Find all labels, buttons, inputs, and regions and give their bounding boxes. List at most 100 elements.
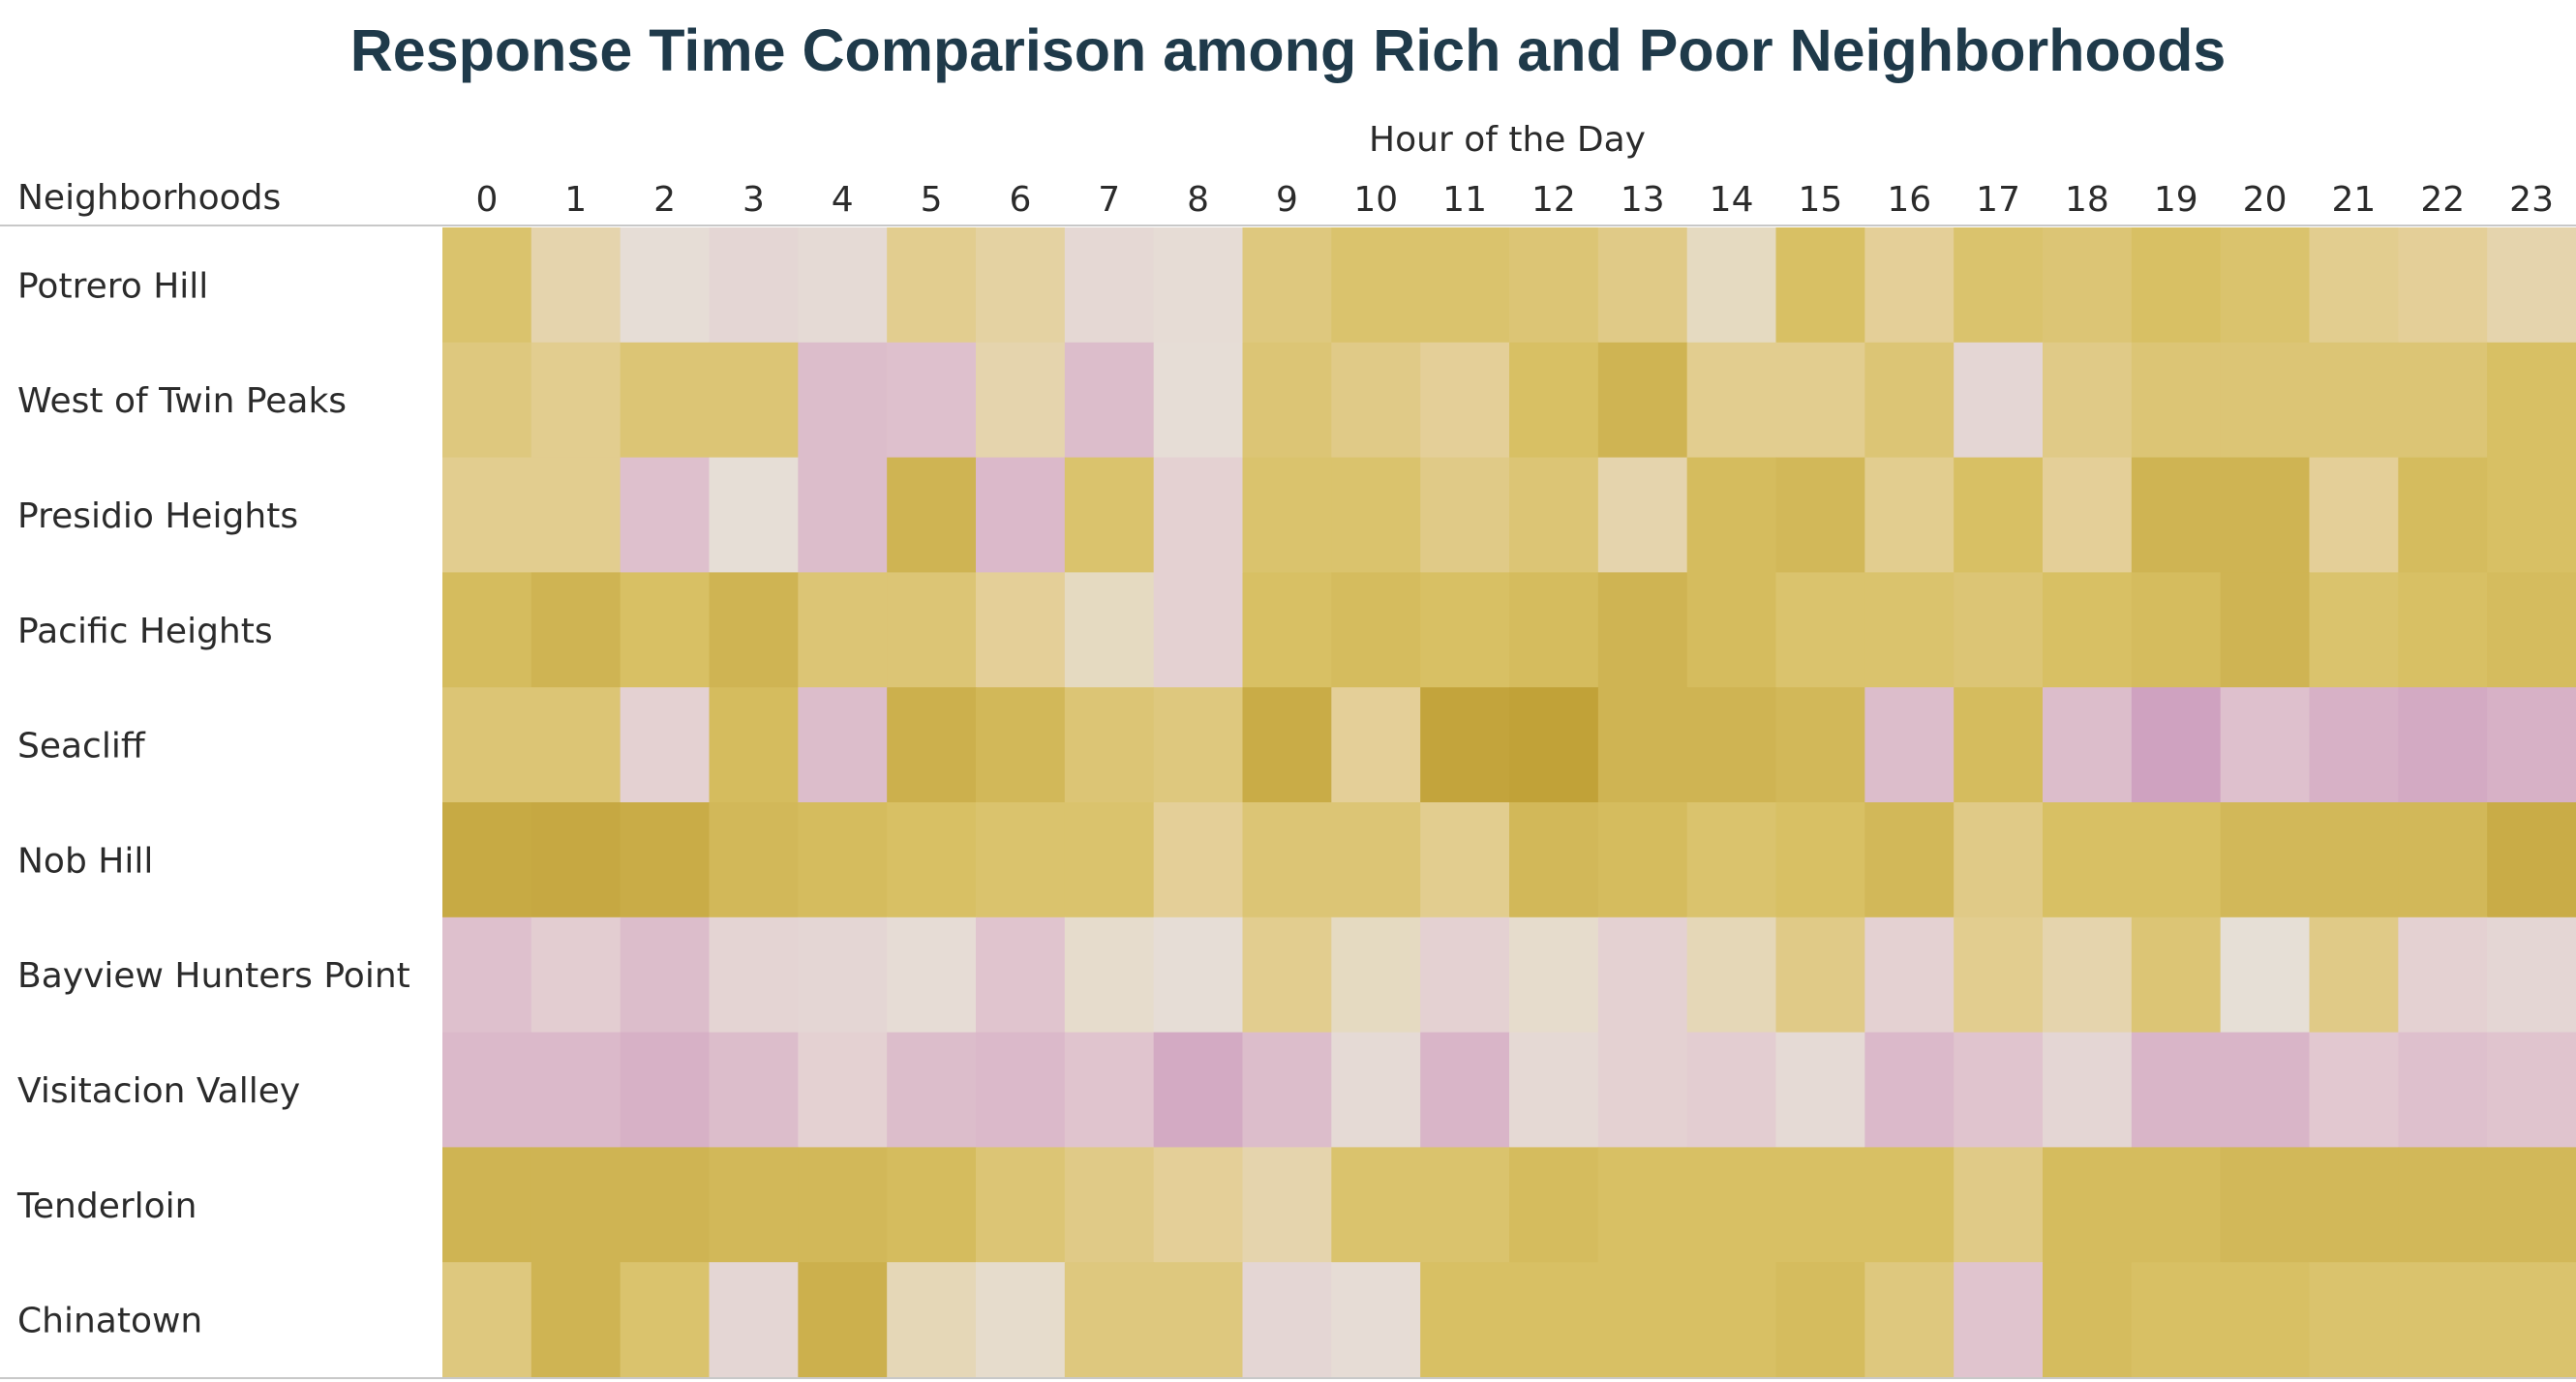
heatmap-cell[interactable]: Visitacion Valley, hour 6: -0.45 <box>976 1032 1066 1148</box>
heatmap-cell[interactable]: Visitacion Valley, hour 14: -0.2 <box>1686 1032 1777 1148</box>
heatmap-cell[interactable]: Tenderloin, hour 23: 0.7 <box>2487 1147 2576 1263</box>
heatmap-cell[interactable]: Tenderloin, hour 12: 0.65 <box>1509 1147 1599 1263</box>
heatmap-cell[interactable]: Tenderloin, hour 1: 0.75 <box>530 1147 621 1263</box>
heatmap-cell[interactable]: Presidio Heights, hour 15: 0.7 <box>1775 457 1865 573</box>
heatmap-cell[interactable]: Bayview Hunters Point, hour 8: -0.02 <box>1153 916 1244 1034</box>
heatmap-cell[interactable]: Pacific Heights, hour 6: 0.3 <box>976 572 1066 688</box>
heatmap-cell[interactable]: Tenderloin, hour 4: 0.7 <box>798 1147 888 1263</box>
heatmap-cell[interactable]: Visitacion Valley, hour 16: -0.45 <box>1864 1032 1955 1148</box>
heatmap-cell[interactable]: Potrero Hill, hour 12: 0.5 <box>1509 227 1599 344</box>
heatmap-cell[interactable]: Presidio Heights, hour 8: -0.15 <box>1153 457 1244 573</box>
heatmap-cell[interactable]: Potrero Hill, hour 16: 0.3 <box>1864 227 1955 344</box>
heatmap-cell[interactable]: West of Twin Peaks, hour 7: -0.4 <box>1064 342 1155 459</box>
heatmap-cell[interactable]: Visitacion Valley, hour 12: -0.07 <box>1509 1032 1599 1148</box>
heatmap-cell[interactable]: Tenderloin, hour 16: 0.6 <box>1864 1147 1955 1263</box>
heatmap-cell[interactable]: Tenderloin, hour 5: 0.65 <box>887 1147 977 1263</box>
heatmap-cell[interactable]: Seacliff, hour 16: -0.4 <box>1864 687 1955 803</box>
heatmap-cell[interactable]: Pacific Heights, hour 12: 0.65 <box>1509 572 1599 688</box>
heatmap-cell[interactable]: West of Twin Peaks, hour 10: 0.4 <box>1331 342 1421 459</box>
heatmap-cell[interactable]: Potrero Hill, hour 5: 0.35 <box>887 227 977 344</box>
heatmap-cell[interactable]: Visitacion Valley, hour 7: -0.3 <box>1064 1032 1155 1148</box>
heatmap-cell[interactable]: Chinatown, hour 7: 0.45 <box>1064 1262 1155 1378</box>
heatmap-cell[interactable]: Potrero Hill, hour 19: 0.6 <box>2131 227 2222 344</box>
heatmap-cell[interactable]: West of Twin Peaks, hour 22: 0.5 <box>2398 342 2488 459</box>
heatmap-cell[interactable]: Bayview Hunters Point, hour 14: 0.15 <box>1686 916 1777 1034</box>
heatmap-cell[interactable]: West of Twin Peaks, hour 11: 0.3 <box>1420 342 1510 459</box>
heatmap-cell[interactable]: Potrero Hill, hour 2: -0.02 <box>620 227 711 344</box>
heatmap-cell[interactable]: Pacific Heights, hour 15: 0.55 <box>1775 572 1865 688</box>
heatmap-cell[interactable]: Visitacion Valley, hour 10: -0.05 <box>1331 1032 1421 1148</box>
heatmap-cell[interactable]: West of Twin Peaks, hour 0: 0.45 <box>442 342 532 459</box>
heatmap-cell[interactable]: Pacific Heights, hour 19: 0.65 <box>2131 572 2222 688</box>
heatmap-cell[interactable]: Nob Hill, hour 13: 0.65 <box>1597 802 1688 918</box>
heatmap-cell[interactable]: Bayview Hunters Point, hour 23: -0.1 <box>2487 916 2576 1034</box>
heatmap-cell[interactable]: Chinatown, hour 19: 0.6 <box>2131 1262 2222 1378</box>
heatmap-cell[interactable]: West of Twin Peaks, hour 20: 0.5 <box>2220 342 2311 459</box>
heatmap-cell[interactable]: Nob Hill, hour 11: 0.35 <box>1420 802 1510 918</box>
heatmap-cell[interactable]: Presidio Heights, hour 21: 0.3 <box>2309 457 2399 573</box>
heatmap-cell[interactable]: Bayview Hunters Point, hour 9: 0.35 <box>1242 916 1332 1034</box>
heatmap-cell[interactable]: Potrero Hill, hour 10: 0.55 <box>1331 227 1421 344</box>
heatmap-cell[interactable]: Bayview Hunters Point, hour 2: -0.4 <box>620 916 711 1034</box>
heatmap-cell[interactable]: Presidio Heights, hour 10: 0.55 <box>1331 457 1421 573</box>
heatmap-cell[interactable]: Visitacion Valley, hour 11: -0.5 <box>1420 1032 1510 1148</box>
heatmap-cell[interactable]: Presidio Heights, hour 9: 0.55 <box>1242 457 1332 573</box>
heatmap-cell[interactable]: Bayview Hunters Point, hour 22: -0.15 <box>2398 916 2488 1034</box>
heatmap-cell[interactable]: Seacliff, hour 19: -0.75 <box>2131 687 2222 803</box>
heatmap-cell[interactable]: Visitacion Valley, hour 9: -0.4 <box>1242 1032 1332 1148</box>
heatmap-cell[interactable]: Visitacion Valley, hour 18: -0.1 <box>2043 1032 2133 1148</box>
heatmap-cell[interactable]: Presidio Heights, hour 11: 0.4 <box>1420 457 1510 573</box>
heatmap-cell[interactable]: Presidio Heights, hour 20: 0.75 <box>2220 457 2311 573</box>
heatmap-cell[interactable]: Tenderloin, hour 13: 0.6 <box>1597 1147 1688 1263</box>
heatmap-cell[interactable]: Presidio Heights, hour 1: 0.35 <box>530 457 621 573</box>
heatmap-cell[interactable]: West of Twin Peaks, hour 1: 0.35 <box>530 342 621 459</box>
heatmap-cell[interactable]: Seacliff, hour 20: -0.35 <box>2220 687 2311 803</box>
heatmap-cell[interactable]: Seacliff, hour 11: 0.95 <box>1420 687 1510 803</box>
heatmap-cell[interactable]: Tenderloin, hour 7: 0.4 <box>1064 1147 1155 1263</box>
heatmap-cell[interactable]: Potrero Hill, hour 22: 0.3 <box>2398 227 2488 344</box>
heatmap-cell[interactable]: West of Twin Peaks, hour 12: 0.6 <box>1509 342 1599 459</box>
heatmap-cell[interactable]: Potrero Hill, hour 17: 0.55 <box>1954 227 2044 344</box>
heatmap-cell[interactable]: Pacific Heights, hour 4: 0.5 <box>798 572 888 688</box>
heatmap-cell[interactable]: Visitacion Valley, hour 1: -0.45 <box>530 1032 621 1148</box>
heatmap-cell[interactable]: Pacific Heights, hour 9: 0.6 <box>1242 572 1332 688</box>
heatmap-cell[interactable]: Tenderloin, hour 17: 0.4 <box>1954 1147 2044 1263</box>
heatmap-cell[interactable]: Potrero Hill, hour 11: 0.55 <box>1420 227 1510 344</box>
heatmap-cell[interactable]: West of Twin Peaks, hour 19: 0.5 <box>2131 342 2222 459</box>
heatmap-cell[interactable]: Visitacion Valley, hour 17: -0.3 <box>1954 1032 2044 1148</box>
heatmap-cell[interactable]: Tenderloin, hour 3: 0.7 <box>709 1147 799 1263</box>
heatmap-cell[interactable]: Nob Hill, hour 7: 0.55 <box>1064 802 1155 918</box>
heatmap-cell[interactable]: Pacific Heights, hour 7: 0.1 <box>1064 572 1155 688</box>
heatmap-cell[interactable]: Chinatown, hour 3: -0.1 <box>709 1262 799 1378</box>
heatmap-cell[interactable]: Pacific Heights, hour 14: 0.65 <box>1686 572 1777 688</box>
heatmap-cell[interactable]: West of Twin Peaks, hour 17: -0.1 <box>1954 342 2044 459</box>
heatmap-cell[interactable]: Chinatown, hour 1: 0.75 <box>530 1262 621 1378</box>
heatmap-cell[interactable]: Potrero Hill, hour 13: 0.4 <box>1597 227 1688 344</box>
heatmap-cell[interactable]: Seacliff, hour 0: 0.5 <box>442 687 532 803</box>
heatmap-cell[interactable]: Seacliff, hour 9: 0.85 <box>1242 687 1332 803</box>
heatmap-cell[interactable]: Potrero Hill, hour 3: -0.1 <box>709 227 799 344</box>
heatmap-cell[interactable]: Potrero Hill, hour 23: 0.2 <box>2487 227 2576 344</box>
heatmap-cell[interactable]: Presidio Heights, hour 13: 0.2 <box>1597 457 1688 573</box>
heatmap-cell[interactable]: West of Twin Peaks, hour 8: -0.02 <box>1153 342 1244 459</box>
heatmap-cell[interactable]: Nob Hill, hour 20: 0.7 <box>2220 802 2311 918</box>
heatmap-cell[interactable]: Pacific Heights, hour 5: 0.5 <box>887 572 977 688</box>
heatmap-cell[interactable]: Chinatown, hour 5: 0.15 <box>887 1262 977 1378</box>
heatmap-cell[interactable]: Chinatown, hour 14: 0.6 <box>1686 1262 1777 1378</box>
heatmap-cell[interactable]: Pacific Heights, hour 3: 0.75 <box>709 572 799 688</box>
heatmap-cell[interactable]: Tenderloin, hour 14: 0.6 <box>1686 1147 1777 1263</box>
heatmap-cell[interactable]: Tenderloin, hour 0: 0.75 <box>442 1147 532 1263</box>
heatmap-cell[interactable]: West of Twin Peaks, hour 9: 0.5 <box>1242 342 1332 459</box>
heatmap-cell[interactable]: Presidio Heights, hour 4: -0.4 <box>798 457 888 573</box>
heatmap-cell[interactable]: Bayview Hunters Point, hour 12: 0.05 <box>1509 916 1599 1034</box>
heatmap-cell[interactable]: Nob Hill, hour 6: 0.55 <box>976 802 1066 918</box>
heatmap-cell[interactable]: Potrero Hill, hour 18: 0.5 <box>2043 227 2133 344</box>
heatmap-cell[interactable]: Nob Hill, hour 12: 0.7 <box>1509 802 1599 918</box>
heatmap-cell[interactable]: Chinatown, hour 13: 0.6 <box>1597 1262 1688 1378</box>
heatmap-cell[interactable]: Bayview Hunters Point, hour 16: -0.15 <box>1864 916 1955 1034</box>
heatmap-cell[interactable]: Chinatown, hour 6: 0.05 <box>976 1262 1066 1378</box>
heatmap-cell[interactable]: Nob Hill, hour 19: 0.6 <box>2131 802 2222 918</box>
heatmap-cell[interactable]: Tenderloin, hour 21: 0.7 <box>2309 1147 2399 1263</box>
heatmap-cell[interactable]: Tenderloin, hour 18: 0.65 <box>2043 1147 2133 1263</box>
heatmap-cell[interactable]: Presidio Heights, hour 17: 0.6 <box>1954 457 2044 573</box>
